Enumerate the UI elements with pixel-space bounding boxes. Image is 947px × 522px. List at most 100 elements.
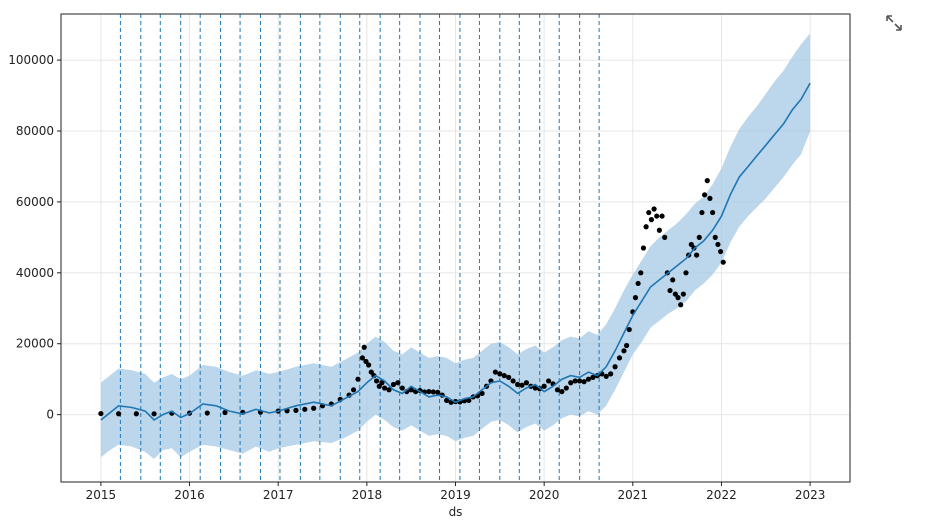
- observed-point: [720, 259, 726, 265]
- observed-point: [670, 277, 676, 283]
- observed-point: [704, 178, 710, 184]
- x-tick-label: 2020: [529, 488, 560, 502]
- observed-point: [623, 342, 630, 349]
- observed-point: [497, 371, 503, 377]
- observed-point: [603, 373, 609, 379]
- observed-point: [379, 380, 385, 386]
- observed-point: [151, 411, 157, 417]
- observed-point: [694, 252, 700, 258]
- observed-point: [532, 385, 538, 391]
- observed-point: [707, 195, 713, 201]
- observed-point: [702, 192, 708, 198]
- y-tick-label: 40000: [16, 266, 54, 280]
- observed-point: [514, 381, 521, 388]
- observed-point: [222, 409, 228, 416]
- observed-point: [638, 270, 644, 276]
- observed-point: [302, 406, 308, 412]
- observed-point: [355, 376, 361, 382]
- observed-point: [648, 217, 655, 223]
- observed-point: [350, 387, 357, 393]
- observed-point: [709, 209, 716, 216]
- observed-point: [426, 388, 432, 395]
- x-tick-label: 2015: [86, 488, 117, 502]
- observed-point: [359, 355, 366, 361]
- observed-point: [399, 385, 405, 391]
- x-tick-label: 2018: [352, 488, 383, 502]
- uncertainty-band-layer: [100, 33, 811, 459]
- observed-point: [635, 280, 641, 287]
- x-tick-label: 2017: [263, 488, 294, 502]
- observed-point: [662, 234, 668, 240]
- observed-point: [293, 407, 299, 413]
- observed-point: [430, 389, 436, 395]
- observed-point: [311, 405, 317, 411]
- observed-point: [98, 410, 104, 417]
- x-tick-label: 2019: [440, 488, 471, 502]
- observed-point: [643, 224, 649, 230]
- observed-point: [608, 371, 614, 377]
- observed-point: [712, 234, 718, 240]
- observed-point: [699, 209, 705, 216]
- observed-point: [390, 381, 397, 388]
- observed-point: [654, 213, 660, 219]
- x-tick-label: 2016: [174, 488, 205, 502]
- observed-point: [479, 390, 485, 396]
- x-tick-label: 2021: [618, 488, 649, 502]
- observed-point: [133, 411, 139, 417]
- observed-point: [381, 385, 388, 391]
- observed-point: [545, 378, 552, 384]
- observed-point: [523, 380, 530, 386]
- observed-point: [563, 385, 569, 391]
- observed-point: [680, 291, 686, 297]
- y-tick-label: 60000: [16, 195, 54, 209]
- observed-point: [554, 387, 561, 393]
- observed-point: [667, 287, 673, 294]
- observed-point: [659, 213, 665, 219]
- observed-point: [683, 270, 689, 276]
- observed-point: [651, 206, 657, 212]
- expand-icon[interactable]: [882, 11, 906, 35]
- observed-point: [116, 411, 122, 417]
- expand-icon-glyph: [886, 15, 902, 31]
- observed-point: [656, 227, 662, 233]
- observed-point: [366, 362, 372, 368]
- changepoint-lines: [119, 14, 600, 482]
- y-tick-label: 0: [46, 408, 54, 422]
- y-axis-ticks: 0 20000 40000 60000 80000 100000: [8, 53, 61, 422]
- observed-point: [585, 376, 592, 382]
- x-tick-label: 2022: [706, 488, 737, 502]
- uncertainty-band: [100, 33, 811, 459]
- forecast-line: [100, 82, 811, 422]
- observed-point: [590, 374, 596, 381]
- observed-point: [395, 380, 401, 386]
- observed-point: [696, 234, 702, 240]
- observed-point: [612, 364, 618, 370]
- observed-point: [361, 344, 367, 350]
- observed-point: [204, 410, 210, 416]
- observed-point: [581, 379, 587, 385]
- observed-point: [363, 358, 369, 365]
- observed-point: [559, 388, 565, 395]
- observed-point: [374, 378, 380, 384]
- observed-point: [640, 245, 647, 251]
- observed-point: [678, 302, 684, 308]
- observed-point: [519, 382, 525, 388]
- observed-point: [541, 383, 547, 389]
- x-tick-label: 2023: [795, 488, 826, 502]
- observed-point: [577, 378, 583, 384]
- forecast-line-layer: [100, 82, 811, 422]
- observed-point: [510, 378, 516, 384]
- observed-point: [466, 397, 472, 404]
- observed-point: [368, 369, 374, 375]
- observed-point: [616, 355, 623, 361]
- y-tick-label: 80000: [16, 124, 54, 138]
- x-axis-ticks: 2015 2016 2017 2018 2019 2020 2021 2022 2023: [86, 482, 826, 502]
- observed-point: [646, 209, 652, 216]
- observed-point: [435, 389, 441, 395]
- observed-point: [688, 241, 694, 248]
- observed-point: [492, 369, 498, 375]
- observed-point: [715, 241, 721, 248]
- observed-point: [675, 295, 681, 301]
- observed-point: [386, 387, 392, 393]
- observed-point: [621, 348, 627, 354]
